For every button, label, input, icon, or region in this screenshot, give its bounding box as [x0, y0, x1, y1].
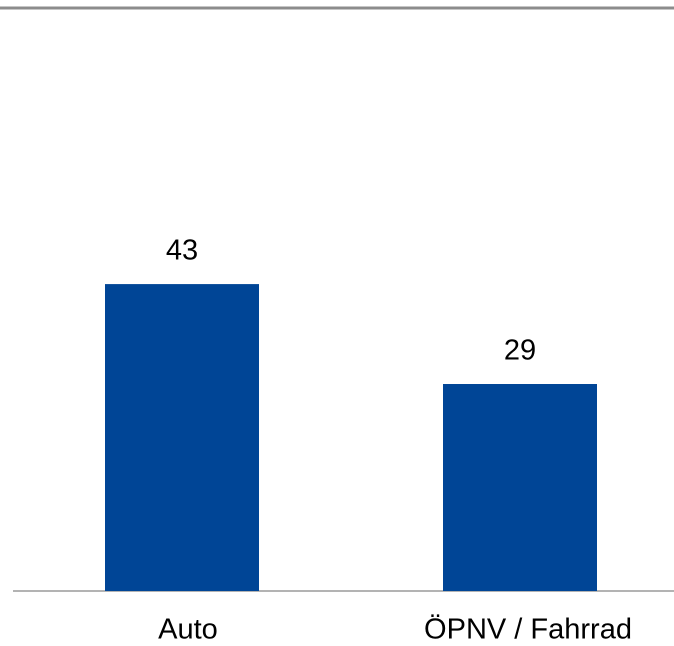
x-tick-label: ÖPNV / Fahrrad	[424, 614, 632, 646]
bar	[105, 284, 259, 591]
value-label: 43	[166, 235, 198, 267]
x-tick-label: Auto	[158, 614, 218, 646]
value-label: 29	[504, 335, 536, 367]
bar	[443, 384, 597, 591]
